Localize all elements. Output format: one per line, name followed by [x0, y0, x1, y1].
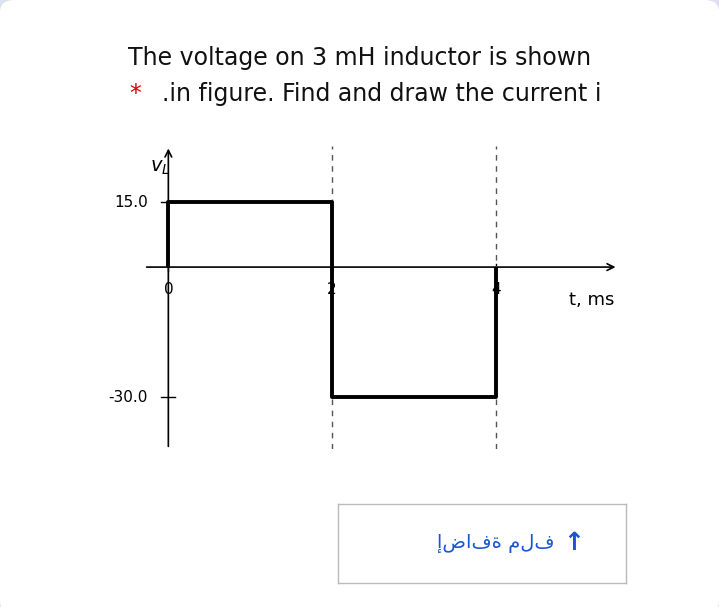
Text: 4: 4: [491, 282, 500, 297]
Text: 2: 2: [327, 282, 336, 297]
Text: إضافة ملف: إضافة ملف: [437, 534, 555, 553]
Text: $v_L$: $v_L$: [150, 158, 170, 177]
Text: .in figure. Find and draw the current i: .in figure. Find and draw the current i: [162, 82, 601, 106]
Text: -30.0: -30.0: [109, 390, 148, 405]
Text: t, ms: t, ms: [569, 291, 614, 309]
Text: The voltage on 3 mH inductor is shown: The voltage on 3 mH inductor is shown: [128, 46, 591, 70]
Text: *: *: [129, 82, 142, 106]
Text: 0: 0: [163, 282, 173, 297]
Text: ↑: ↑: [563, 531, 585, 555]
FancyBboxPatch shape: [324, 500, 640, 586]
Text: 15.0: 15.0: [114, 195, 148, 209]
